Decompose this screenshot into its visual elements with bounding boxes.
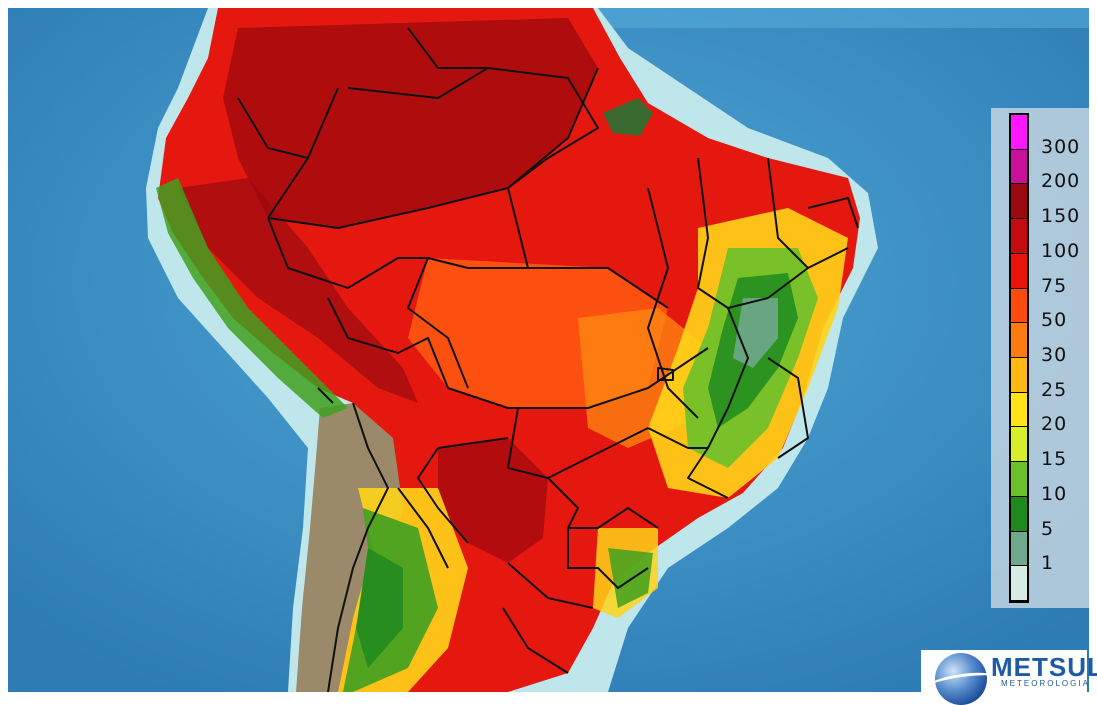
legend-swatch (1011, 392, 1027, 428)
zone-10-west (156, 178, 348, 418)
zone-200-west (178, 178, 418, 403)
zone-10-south (608, 548, 653, 608)
logo-tagline: METEOROLOGIA (1001, 679, 1090, 688)
legend-color-bar (1009, 113, 1029, 603)
legend-label: 10 (1041, 482, 1068, 505)
legend-swatch (1011, 288, 1027, 324)
legend-label: 20 (1041, 413, 1068, 436)
legend-swatch (1011, 496, 1027, 532)
legend-label: 50 (1041, 309, 1068, 332)
legend-swatch (1011, 358, 1027, 393)
logo-name: METSUL (991, 652, 1097, 682)
precipitation-legend: 300 200 150 100 75 50 30 25 20 15 10 5 1 (991, 108, 1089, 608)
andes-land (296, 403, 403, 692)
caribbean-shelf (8, 8, 1089, 28)
precipitation-map (8, 8, 1089, 692)
metsul-logo: METSUL METEOROLOGIA (921, 650, 1097, 705)
legend-label: 300 (1041, 135, 1081, 158)
legend-label: 75 (1041, 274, 1068, 297)
legend-swatch (1011, 184, 1027, 220)
legend-swatch (1011, 323, 1027, 358)
legend-label: 100 (1041, 239, 1081, 262)
map-frame: 300 200 150 100 75 50 30 25 20 15 10 5 1 (8, 8, 1089, 692)
legend-swatch (1011, 462, 1027, 497)
legend-swatch (1011, 115, 1027, 150)
legend-swatch (1011, 531, 1027, 567)
marajo-island (603, 98, 653, 136)
legend-swatch (1011, 253, 1027, 289)
legend-label: 15 (1041, 448, 1068, 471)
legend-label: 25 (1041, 378, 1068, 401)
legend-swatch (1011, 566, 1027, 601)
legend-swatch (1011, 427, 1027, 463)
political-borders (237, 27, 859, 692)
legend-label: 30 (1041, 344, 1068, 366)
legend-swatch (1011, 149, 1027, 185)
zone-5-southwest (356, 548, 403, 668)
legend-label: 150 (1041, 205, 1081, 228)
zone-150-center (438, 438, 548, 563)
legend-label: 200 (1041, 170, 1081, 193)
legend-label: 1 (1041, 552, 1055, 575)
legend-swatch (1011, 219, 1027, 254)
legend-label: 5 (1041, 517, 1055, 540)
